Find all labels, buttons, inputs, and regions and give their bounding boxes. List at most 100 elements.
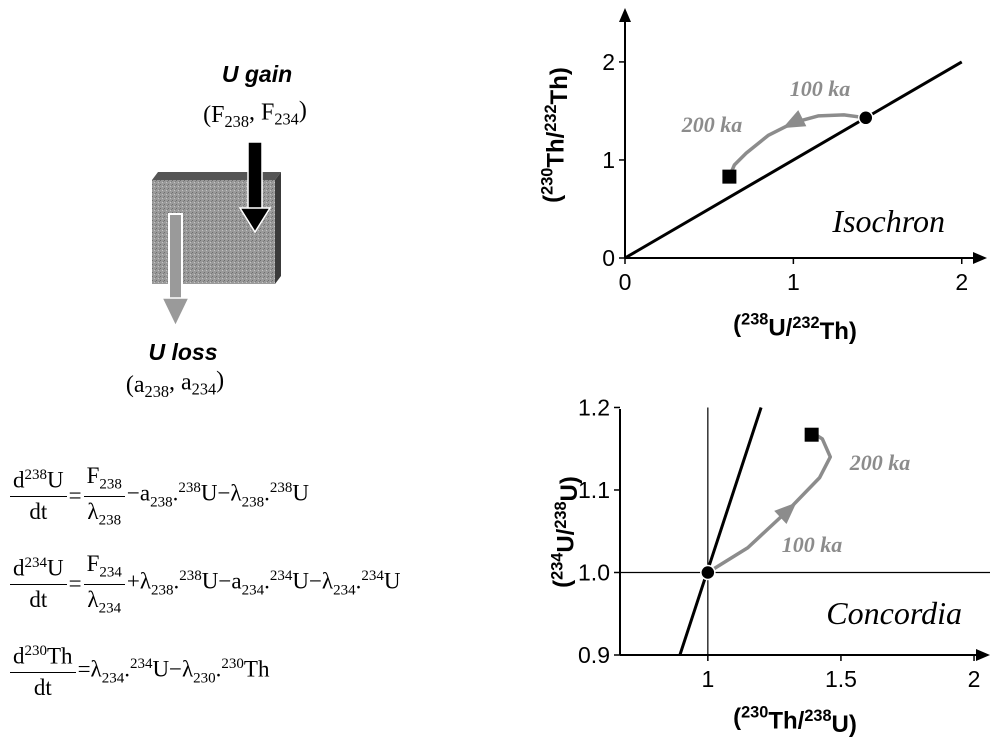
x-axis-arrow xyxy=(976,649,990,661)
text-part: 238 xyxy=(178,480,201,497)
y-tick-label: 1 xyxy=(602,147,615,173)
x-tick-label: 1 xyxy=(701,666,714,692)
text-part: U) xyxy=(556,476,583,501)
text-part: ( xyxy=(733,704,741,731)
chart-title: Isochron xyxy=(831,203,945,239)
text-part: U xyxy=(47,467,64,493)
text-part: dt xyxy=(29,586,48,612)
y-tick-label: 0 xyxy=(602,245,615,271)
numerator: F238 xyxy=(83,462,125,497)
series-line xyxy=(624,60,963,260)
age-label: 100 ka xyxy=(782,532,843,557)
text-part: 234 xyxy=(361,568,384,585)
fraction: d238U dt xyxy=(10,467,67,525)
text-part: 238 xyxy=(225,112,249,131)
text-part: 238 xyxy=(269,480,293,497)
text-part: 230 xyxy=(221,656,244,673)
text-part: 238 xyxy=(145,382,169,401)
x-tick-label: 2 xyxy=(955,269,968,295)
x-tick-label: 2 xyxy=(968,666,981,692)
text-part: dt xyxy=(33,674,52,700)
text-part: (a xyxy=(126,372,145,398)
text-part: , a xyxy=(169,370,192,396)
age-label: 200 ka xyxy=(849,450,911,475)
loss-params: (a238, a234) xyxy=(126,367,224,401)
text-part: 238 xyxy=(150,494,173,511)
text-part: F xyxy=(86,462,100,488)
y-tick-label: 1.0 xyxy=(578,559,610,585)
term: = xyxy=(69,483,82,509)
y-axis-arrow xyxy=(619,8,631,22)
text-part: F xyxy=(86,550,100,576)
text-part: =λ xyxy=(77,657,102,683)
text-part: Th xyxy=(47,643,73,669)
x-axis-label: (238U/232Th) xyxy=(733,311,857,345)
text-part: Th/ xyxy=(768,707,804,734)
x-tick-label: 1 xyxy=(787,269,800,295)
text-part: U xyxy=(292,481,309,507)
y-tick-label: 0.9 xyxy=(578,642,610,668)
fraction: d230Th dt xyxy=(10,643,76,701)
text-part: 234 xyxy=(241,582,265,599)
text-part: 234 xyxy=(274,110,298,129)
text-part: ) xyxy=(216,367,224,393)
text-part: 238 xyxy=(24,467,48,484)
text-part: 234 xyxy=(192,380,216,399)
text-part: 238 xyxy=(552,501,570,528)
series-line xyxy=(706,430,833,574)
text-part: = xyxy=(68,483,82,508)
text-part: U−λ xyxy=(292,569,334,595)
text-part: U/ xyxy=(552,528,579,552)
text-part: 234 xyxy=(24,555,48,572)
loss-arrow xyxy=(160,213,191,328)
direction-arrow xyxy=(774,502,797,525)
y-tick-label: 2 xyxy=(602,49,615,75)
x-axis-label: (230Th/238U) xyxy=(733,704,857,738)
y-axis-label: (234U/238U) xyxy=(549,476,583,588)
text-part: +λ xyxy=(126,569,152,595)
fraction: F238 λ238 xyxy=(83,462,125,530)
loss-label: U loss xyxy=(148,339,217,365)
text-part: U xyxy=(47,555,64,581)
text-part: ( xyxy=(733,311,741,338)
fraction: d234U dt xyxy=(10,555,67,613)
term: = xyxy=(69,571,82,597)
text-part: 238 xyxy=(151,582,174,599)
text-part: Th) xyxy=(546,67,573,104)
denominator: dt xyxy=(26,585,50,613)
series-line xyxy=(678,407,763,656)
text-part: 238 xyxy=(741,311,768,329)
point xyxy=(804,427,819,442)
text-part: λ xyxy=(87,586,99,612)
text-part: . xyxy=(173,569,180,595)
numerator: F234 xyxy=(83,550,125,585)
text-part: 234 xyxy=(333,582,356,599)
text-part: 232 xyxy=(542,104,560,131)
chart-title: Concordia xyxy=(826,595,962,631)
equations: d238U dt = F238 λ238 −a238.238U−λ238.238U d234… xyxy=(8,452,400,716)
y-tick-label: 1.1 xyxy=(578,477,610,503)
text-part: 234 xyxy=(99,564,122,581)
text-part: d xyxy=(13,643,25,669)
text-part: U xyxy=(383,569,401,595)
text-part: 232 xyxy=(792,314,819,332)
text-part: ( xyxy=(549,580,576,588)
denominator: λ238 xyxy=(84,497,124,530)
numerator: d234U xyxy=(10,555,67,585)
text-part: . xyxy=(124,657,130,683)
age-label: 100 ka xyxy=(790,76,851,101)
text-part: ) xyxy=(299,97,307,123)
equation: d238U dt = F238 λ238 −a238.238U−λ238.238U xyxy=(8,452,400,540)
text-part: 230 xyxy=(24,643,48,660)
text-part: . xyxy=(264,481,270,507)
text-part: ( xyxy=(539,195,566,203)
y-axis-label: (230Th/232Th) xyxy=(539,67,573,203)
text-part: U) xyxy=(832,711,857,738)
age-label: 200 ka xyxy=(681,112,743,137)
denominator: dt xyxy=(31,673,55,701)
term: +λ238.238U−a234.234U−λ234.234U xyxy=(127,568,401,599)
point xyxy=(700,564,716,581)
text-part: 238 xyxy=(804,707,831,725)
